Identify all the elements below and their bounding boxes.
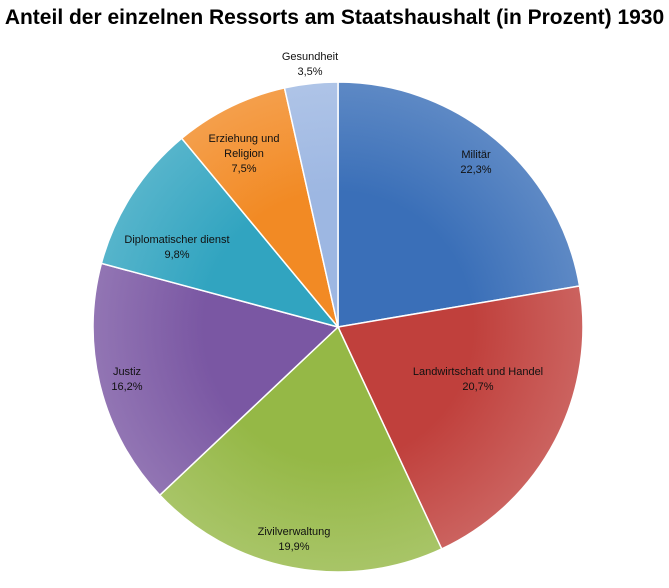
slice-name-label: Justiz: [113, 366, 141, 378]
slice-name-label: Diplomatischer dienst: [124, 234, 229, 246]
slice-value-label: 19,9%: [278, 541, 309, 553]
slice-value-label: 3,5%: [297, 66, 322, 78]
slice-value-label: 20,7%: [462, 381, 493, 393]
slice-label-group: Justiz 16,2%: [111, 366, 142, 393]
slice-value-label: 9,8%: [164, 249, 189, 261]
slice-name-label: Religion: [224, 148, 264, 160]
slice-name-label: Gesundheit: [282, 51, 338, 63]
slice-label-group: Diplomatischer dienst 9,8%: [124, 234, 229, 261]
slice-label-group: Landwirtschaft und Handel 20,7%: [413, 366, 543, 393]
pie-slice-milit-r: [337, 81, 581, 328]
pie-slice-landwirtschaft-und-handel: [336, 285, 584, 550]
pie-slice-justiz: [92, 262, 340, 497]
slice-value-label: 16,2%: [111, 381, 142, 393]
pie-slice-diplomatischer-dienst: [100, 137, 341, 329]
slice-value-label: 7,5%: [231, 163, 256, 175]
slice-name-label: Erziehung und: [209, 133, 280, 145]
chart-title: Anteil der einzelnen Ressorts am Staatsh…: [4, 6, 665, 29]
slice-name-label: Militär: [461, 149, 491, 161]
slice-label-group: Erziehung und Religion 7,5%: [209, 133, 280, 175]
pie-slice-erziehung-und-religion: [180, 87, 339, 328]
slice-name-label: Landwirtschaft und Handel: [413, 366, 543, 378]
slice-label-group: Gesundheit 3,5%: [282, 51, 338, 78]
slice-label-group: Militär 22,3%: [460, 149, 491, 176]
pie-slice-gesundheit: [283, 81, 339, 328]
slice-label-group: Zivilverwaltung 19,9%: [258, 526, 331, 553]
slice-value-label: 22,3%: [460, 164, 491, 176]
pie-slice-zivilverwaltung: [158, 325, 443, 573]
slice-name-label: Zivilverwaltung: [258, 526, 331, 538]
